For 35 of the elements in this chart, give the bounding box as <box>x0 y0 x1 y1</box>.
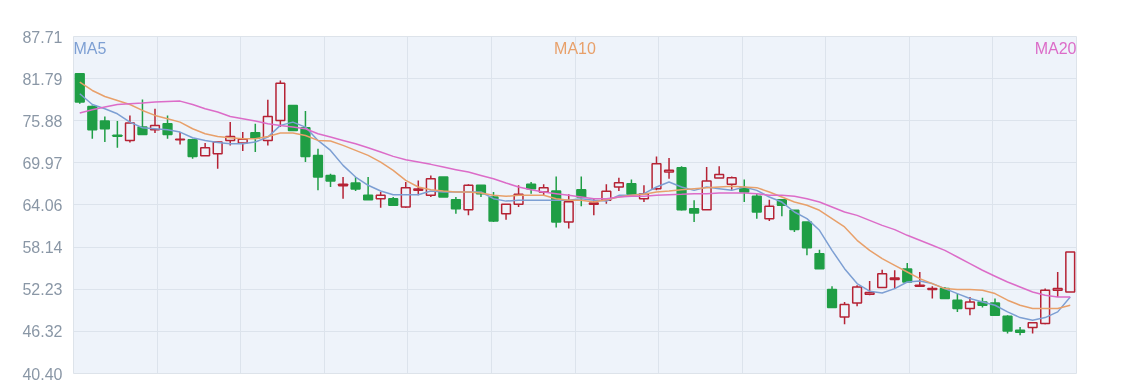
candlestick <box>137 98 148 136</box>
candlestick <box>826 285 838 309</box>
y-tick-label: 87.71 <box>22 28 63 46</box>
candlestick <box>964 296 976 316</box>
candlestick <box>488 191 499 223</box>
candlestick <box>764 198 775 222</box>
y-tick-label: 75.88 <box>22 112 63 130</box>
candlestick <box>789 209 800 233</box>
y-tick-label: 58.14 <box>22 239 63 257</box>
y-tick-label: 46.32 <box>22 323 63 341</box>
candlestick <box>952 292 963 313</box>
y-tick-label: 52.23 <box>22 281 63 299</box>
candlestick <box>124 114 136 144</box>
candlestick <box>99 115 110 143</box>
candlestick <box>312 148 324 192</box>
candlestick <box>851 284 863 308</box>
candlestick <box>1052 271 1063 298</box>
candlestick <box>889 269 900 290</box>
candlestick <box>751 192 762 220</box>
candlestick <box>814 248 825 270</box>
candlestick <box>400 181 411 209</box>
text: MA10 <box>554 39 596 57</box>
y-tick-label: 69.97 <box>22 154 63 172</box>
candlestick <box>839 301 850 325</box>
y-tick-label: 40.40 <box>22 365 63 381</box>
candlestick <box>162 114 173 140</box>
candlestick <box>563 193 574 230</box>
candlestick <box>1002 314 1013 335</box>
text: MA20 <box>1034 39 1077 57</box>
text: MA5 <box>73 39 107 57</box>
y-tick-label: 81.79 <box>22 70 63 88</box>
candlestick <box>112 120 123 149</box>
candlestick <box>663 157 675 180</box>
candlestick <box>688 199 700 223</box>
y-tick-label: 64.06 <box>22 196 63 214</box>
